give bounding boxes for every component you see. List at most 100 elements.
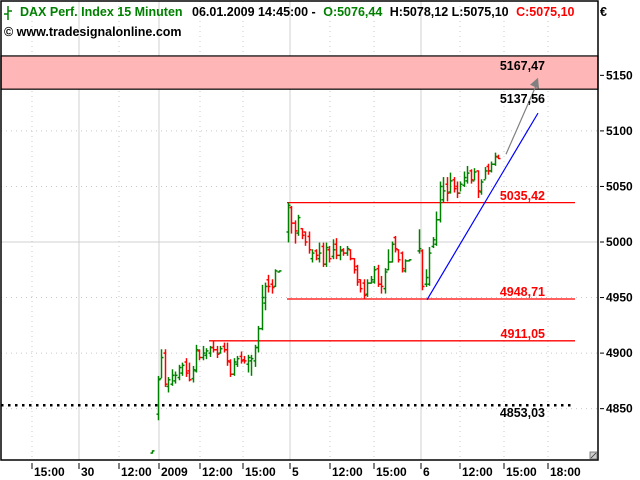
ohlc-bar: [163, 349, 168, 387]
instrument-title: DAX Perf. Index 15 Minuten: [20, 5, 183, 19]
x-tick-label: 12:00: [202, 465, 233, 479]
ohlc-bar: [407, 259, 412, 262]
ohlc-bar: [201, 345, 206, 361]
ohlc-bar: [321, 242, 326, 267]
ohlc-bar: [427, 247, 432, 286]
ohlc-bar: [324, 242, 329, 267]
ohlc-bar: [166, 377, 171, 393]
ohlc-bar: [441, 177, 446, 203]
ohlc-bar: [438, 181, 443, 223]
ohlc-bar: [260, 284, 265, 331]
horizontal-levels: [1, 201, 575, 407]
y-tick-label: 5150: [606, 68, 633, 82]
y-tick-label: 5000: [606, 235, 633, 249]
ohlc-bar: [469, 169, 474, 184]
x-tick-label: 30: [81, 465, 95, 479]
y-tick-label: 4950: [606, 291, 633, 305]
ohlc-bar: [472, 168, 477, 182]
x-tick-label: 5: [292, 465, 299, 479]
x-tick-label: 15:00: [34, 465, 65, 479]
ohlc-bar: [434, 211, 439, 246]
ohlc-bar: [327, 245, 332, 263]
ohlc-bar: [300, 227, 305, 240]
y-tick-label: 4900: [606, 346, 633, 360]
ohlc-bar: [496, 154, 501, 160]
currency-symbol: €: [600, 5, 607, 19]
ohlc-bar: [211, 341, 216, 353]
bar-datetime: 06.01.2009 14:45:00 -: [192, 5, 316, 19]
x-axis: 15:00 30 12:00 2009 12:00 15:00 5 12:00 15:00 6 12…: [31, 463, 581, 479]
open-value: O:5076,44: [323, 5, 382, 19]
ohlc-bar: [150, 450, 155, 454]
ohlc-bar: [289, 205, 294, 234]
x-tick-label: 15:00: [506, 465, 537, 479]
plot-frame: [0, 0, 599, 461]
ohlc-bar: [396, 249, 401, 263]
ohlc-bar: [296, 214, 301, 236]
high-low-values: H:5078,12 L:5075,10: [390, 5, 509, 19]
ohlc-bar: [390, 241, 395, 263]
ohlc-bar: [424, 269, 429, 287]
y-axis: 5150 5100 5050 5000 4950 4900 4850: [600, 68, 633, 416]
ohlc-bar: [156, 375, 161, 421]
y-tick-label: 5050: [606, 179, 633, 193]
ohlc-bar: [191, 365, 196, 383]
ohlc-bar: [431, 237, 436, 249]
ohlc-bar: [331, 239, 336, 260]
ohlc-bar: [352, 257, 357, 274]
ohlc-bar: [215, 345, 220, 359]
projection-arrow[interactable]: [505, 85, 537, 155]
zone-low-label: 5137,56: [500, 92, 545, 106]
ohlc-bar: [218, 345, 223, 354]
ohlc-bar: [194, 344, 199, 373]
ohlc-bar: [307, 231, 312, 254]
ohlc-bar: [303, 231, 308, 246]
ohlc-bar: [334, 238, 339, 260]
ohlc-bar: [273, 269, 278, 288]
y-tick-label: 5100: [606, 124, 633, 138]
level-label: 4948,71: [500, 285, 545, 299]
x-tick-label: 2009: [161, 465, 188, 479]
ohlc-bar: [180, 362, 185, 376]
trendline[interactable]: [426, 112, 539, 301]
ohlc-bar: [486, 163, 491, 175]
ohlc-bar: [345, 245, 350, 256]
level-label: 4911,05: [501, 327, 546, 341]
ohlc-bar: [455, 181, 460, 199]
ohlc-bar: [393, 235, 398, 253]
ohlc-bar: [317, 242, 322, 263]
level-label: 4853,03: [500, 406, 545, 420]
level-label: 5035,42: [500, 189, 545, 203]
ohlc-bar: [204, 348, 209, 360]
ohlc-bar: [228, 359, 233, 377]
ohlc-bar: [293, 220, 298, 244]
ohlc-bar: [493, 152, 498, 166]
ohlc-bar: [458, 181, 463, 194]
ohlc-bar: [358, 279, 363, 293]
ohlc-bar: [263, 282, 268, 311]
ohlc-bar: [187, 362, 192, 382]
ohlc-bar: [270, 279, 275, 294]
ohlc-bar: [383, 268, 388, 294]
ohlc-bar: [170, 369, 175, 386]
ohlc-bar: [403, 259, 408, 273]
ohlc-bar: [184, 358, 189, 377]
x-tick-label: 15:00: [376, 465, 407, 479]
ohlc-bar: [476, 170, 481, 199]
x-tick-label: 12:00: [332, 465, 363, 479]
ohlc-bar: [277, 270, 282, 273]
ohlc-bar: [465, 165, 470, 184]
ohlc-bar: [249, 354, 254, 376]
ohlc-bar: [400, 251, 405, 273]
ohlc-bar: [310, 249, 315, 263]
resize-handle-icon[interactable]: [589, 451, 598, 460]
ohlc-bar: [369, 275, 374, 284]
chart-header: DAX Perf. Index 15 Minuten 06.01.2009 14…: [20, 5, 575, 19]
bar-chart-icon: [4, 6, 12, 20]
copyright-text: © www.tradesignalonline.com: [4, 25, 182, 39]
ohlc-bar: [420, 249, 425, 291]
ohlc-bar: [256, 325, 261, 353]
ohlc-bar: [266, 274, 271, 293]
resistance-zone[interactable]: [0, 55, 599, 90]
